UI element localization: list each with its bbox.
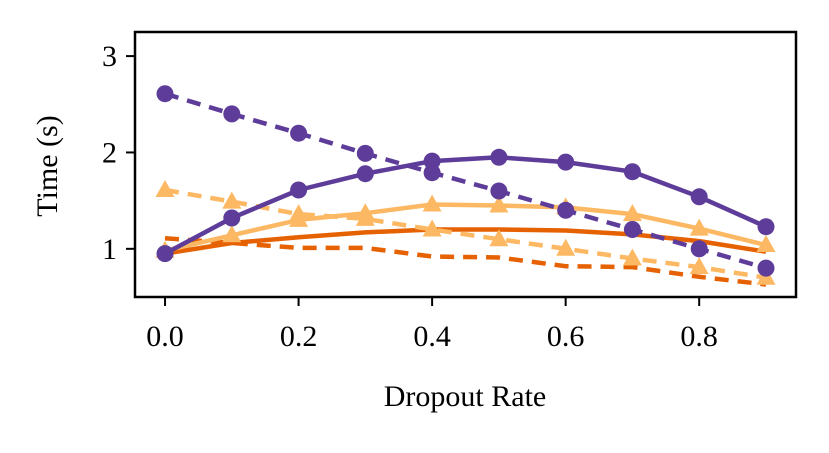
series-5-point-3: [290, 181, 308, 199]
series-line-3: [164, 202, 767, 253]
series-6-point-1: [156, 85, 174, 103]
series-6-point-7: [557, 201, 575, 219]
x-tick-label-3: 0.4: [413, 320, 451, 353]
series-line-5: [163, 155, 767, 256]
series-6-point-2: [223, 105, 241, 123]
series-4-point-7: [556, 238, 576, 256]
series-5-point-1: [156, 245, 174, 263]
series-line-4: [164, 187, 767, 280]
series-layer: [155, 85, 776, 287]
series-5-point-7: [557, 153, 575, 171]
axes-layer: 0.0 0.2 0.4 0.6 0.8 1 2 3: [102, 30, 798, 353]
series-5-point-2: [223, 209, 241, 227]
series-6-point-3: [290, 124, 308, 142]
plot-frame: [133, 30, 798, 299]
x-axis-title: Dropout Rate: [384, 380, 546, 413]
series-6-point-6: [490, 182, 508, 200]
series-3-point-6: [489, 195, 509, 213]
series-line-2: [164, 235, 767, 287]
series-4-point-9: [689, 257, 709, 275]
series-3-point-10: [756, 235, 776, 252]
series-4-point-1: [155, 180, 175, 197]
series-line-1: [164, 227, 767, 256]
y-axis-title: Time (s): [31, 115, 64, 216]
series-5-point-8: [623, 163, 641, 181]
x-tick-label-2: 0.2: [280, 320, 318, 353]
series-6-point-5: [423, 164, 441, 182]
series-5-point-4: [356, 165, 374, 183]
series-4-point-6: [489, 229, 509, 247]
series-4-point-3: [289, 204, 309, 222]
y-tick-label-1: 1: [102, 233, 117, 266]
x-tick-label-4: 0.6: [547, 320, 585, 353]
series-6-point-9: [690, 240, 708, 258]
series-3-point-9: [689, 218, 709, 236]
x-tick-label-1: 0.0: [146, 320, 184, 353]
series-4-point-2: [222, 191, 242, 209]
y-tick-label-2: 2: [102, 136, 117, 169]
series-6-point-4: [356, 144, 374, 162]
series-3-point-8: [622, 204, 642, 222]
y-tick-label-3: 3: [102, 40, 117, 73]
series-4-point-4: [355, 208, 375, 226]
series-3-point-2: [222, 225, 242, 243]
series-4-point-5: [422, 219, 442, 237]
series-5-point-10: [757, 218, 775, 236]
series-4-point-8: [622, 248, 642, 266]
x-tick-label-5: 0.8: [680, 320, 718, 353]
series-5-point-6: [490, 148, 508, 166]
series-6-point-10: [757, 259, 775, 277]
series-5-point-9: [690, 188, 708, 206]
series-line-6: [164, 91, 767, 271]
series-3-point-5: [422, 194, 442, 212]
series-6-point-8: [623, 221, 641, 238]
